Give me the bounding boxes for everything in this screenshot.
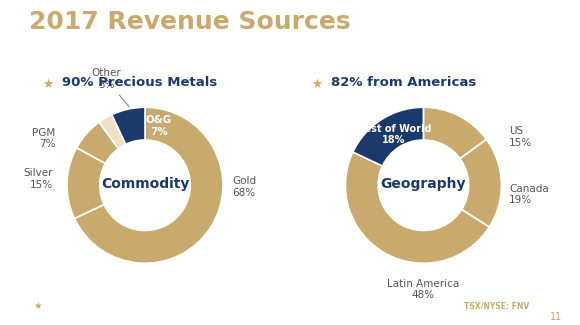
Wedge shape	[99, 115, 126, 149]
Wedge shape	[460, 139, 501, 227]
Text: 82% from Americas: 82% from Americas	[331, 76, 476, 89]
Wedge shape	[77, 122, 118, 163]
Text: TSX/NYSE: FNV: TSX/NYSE: FNV	[464, 302, 529, 311]
Text: Nevada: Nevada	[44, 302, 76, 311]
Text: ★: ★	[34, 301, 42, 311]
Text: Latin America
48%: Latin America 48%	[387, 279, 459, 300]
Text: Geography: Geography	[380, 177, 466, 191]
Text: US
15%: US 15%	[509, 126, 532, 148]
Text: Gold
68%: Gold 68%	[233, 176, 256, 198]
Text: ★: ★	[42, 78, 53, 91]
Text: PGM
7%: PGM 7%	[32, 128, 55, 149]
Text: Franco: Franco	[10, 302, 39, 311]
Text: Canada
19%: Canada 19%	[509, 184, 549, 205]
Text: Silver
15%: Silver 15%	[23, 168, 53, 190]
Wedge shape	[74, 107, 223, 263]
Wedge shape	[346, 152, 490, 263]
Wedge shape	[67, 148, 106, 218]
Wedge shape	[353, 107, 423, 166]
Text: O&G
7%: O&G 7%	[146, 115, 172, 137]
Text: Commodity: Commodity	[101, 177, 189, 191]
Text: 90% Precious Metals: 90% Precious Metals	[62, 76, 218, 89]
Text: Other
3%: Other 3%	[91, 69, 129, 107]
Wedge shape	[423, 107, 487, 159]
Wedge shape	[112, 107, 145, 144]
Text: 11: 11	[550, 312, 563, 322]
Text: 2017 Revenue Sources: 2017 Revenue Sources	[29, 10, 351, 34]
Text: Rest of World
18%: Rest of World 18%	[357, 124, 431, 145]
Text: ★: ★	[311, 78, 322, 91]
